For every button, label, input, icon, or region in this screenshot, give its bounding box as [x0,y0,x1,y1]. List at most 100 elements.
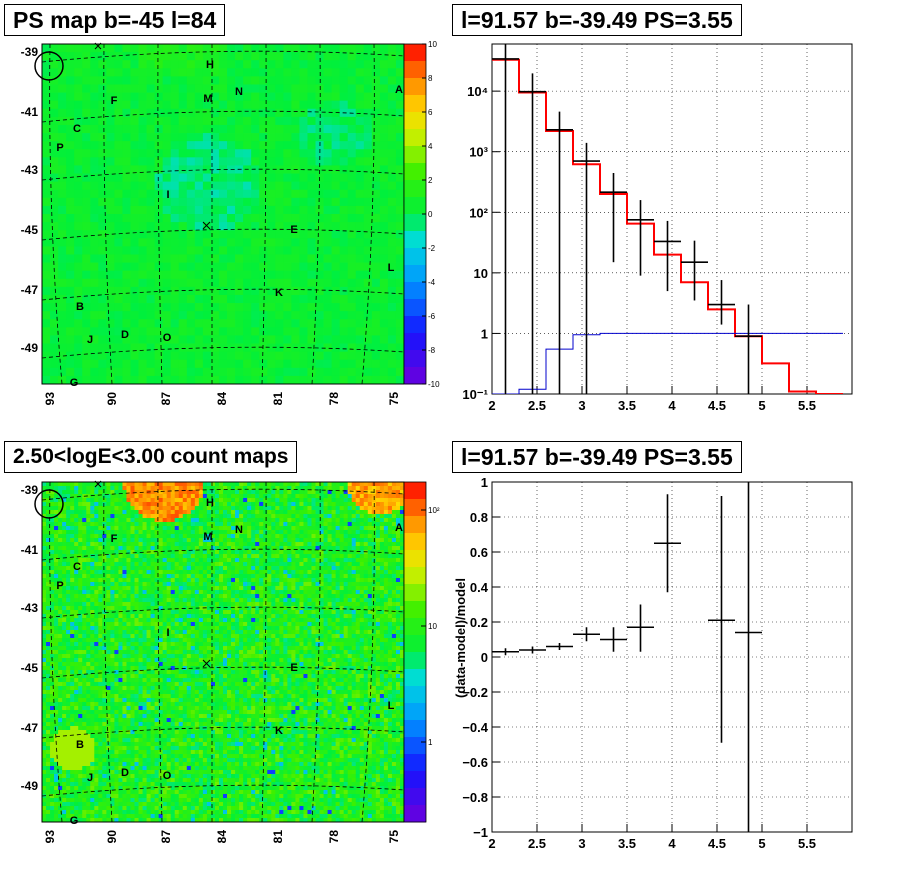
map-pixel [379,554,385,559]
map-pixel [283,270,292,280]
map-pixel [335,574,341,579]
map-pixel [231,594,236,599]
map-pixel [70,530,75,535]
map-pixel [355,482,361,487]
map-pixel [243,606,248,611]
map-pixel [291,574,296,579]
map-cells [42,44,405,385]
map-pixel [251,490,256,495]
map-pixel [218,494,224,499]
map-pixel [379,494,385,499]
map-pixel [399,542,405,547]
map-pixel [70,494,75,499]
map-pixel [251,510,256,515]
map-pixel [106,327,115,336]
map-pixel [174,546,180,551]
map-pixel [194,84,204,93]
map-pixel [210,108,220,118]
map-pixel [166,526,172,531]
map-pixel [395,165,405,174]
map-pixel [255,502,260,507]
map-pixel [146,614,151,619]
map-pixel [210,598,216,603]
map-pixel [74,367,83,377]
map-pixel [118,610,123,615]
map-pixel [395,157,405,166]
map-pixel [186,506,192,511]
map-pixel [299,222,308,231]
map-pixel [247,578,252,583]
map-pixel [122,294,131,304]
map-pixel [223,590,228,595]
map-pixel [150,510,156,515]
map-pixel [42,514,47,519]
map-pixel [166,570,172,575]
map-pixel [98,141,107,150]
map-pixel [82,602,87,607]
map-pixel [235,286,244,296]
map-pixel [315,530,320,535]
map-pixel [339,254,349,263]
map-pixel [391,594,397,599]
map-pixel [58,598,63,603]
map-pixel [186,534,192,539]
map-pixel [202,482,208,487]
map-pixel [178,606,184,611]
map-pixel [283,554,288,559]
map-pixel [395,538,401,543]
map-pixel [102,522,107,527]
map-pixel [170,538,176,543]
map-pixel [134,510,139,515]
map-pixel [367,578,373,583]
map-pixel [259,502,264,507]
map-pixel [347,598,353,603]
map-pixel [371,238,381,247]
map-pixel [299,100,308,110]
map-pixel [363,149,373,158]
map-pixel [299,574,304,579]
map-pixel [227,550,232,555]
map-pixel [86,606,91,611]
map-pixel [247,526,252,531]
map-pixel [198,602,204,607]
map-pixel [66,614,71,619]
map-pixel [78,582,83,587]
map-pixel [58,490,63,495]
map-pixel [58,550,63,555]
map-pixel [50,197,59,207]
map-pixel [66,482,71,487]
map-pixel [363,606,369,611]
map-pixel [138,294,147,304]
map-pixel [130,550,135,555]
map-pixel [347,482,353,487]
map-pixel [263,526,268,531]
map-pixel [275,506,280,511]
map-pixel [210,502,216,507]
map-pixel [158,582,164,587]
map-pixel [70,506,75,511]
map-pixel [74,586,79,591]
map-pixel [243,594,248,599]
map-pixel [150,526,156,531]
map-pixel [86,482,91,487]
map-pixel [283,510,288,515]
map-pixel [174,498,180,503]
map-pixel [202,165,212,174]
map-pixel [166,482,172,487]
map-pixel [371,165,381,174]
map-pixel [291,238,300,247]
map-pixel [58,165,67,174]
map-pixel [154,562,160,567]
map-pixel [223,510,228,515]
map-pixel [311,526,316,531]
map-pixel [291,189,300,199]
map-pixel [162,558,168,563]
map-pixel [399,550,405,555]
map-pixel [70,526,75,531]
map-pixel [86,570,91,575]
map-pixel [271,606,276,611]
map-pixel [86,598,91,603]
map-pixel [395,343,405,353]
map-pixel [315,518,320,523]
map-pixel [323,173,332,183]
